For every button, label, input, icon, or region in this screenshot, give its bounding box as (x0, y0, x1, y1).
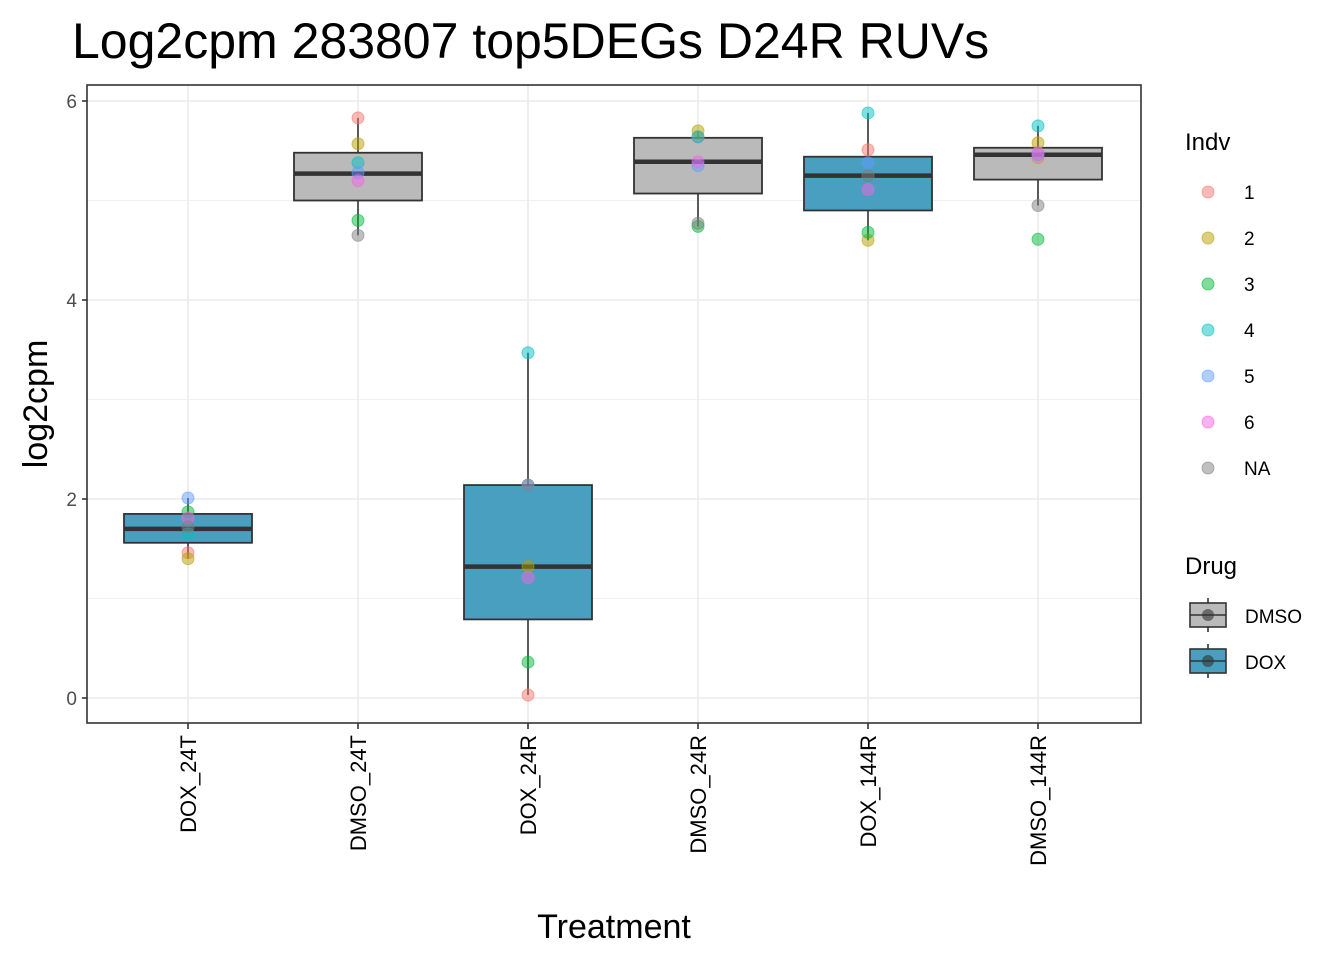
legend-key-drug-DOX (1189, 644, 1227, 678)
data-point-indv-NA (861, 169, 875, 183)
data-point-indv-6 (691, 155, 705, 169)
legend-label-indv: 4 (1244, 321, 1255, 342)
data-point-indv-1 (521, 688, 535, 702)
y-tick-label: 4 (66, 291, 77, 312)
x-tick-label: DOX_24T (176, 735, 201, 833)
legend-label-drug: DMSO (1245, 607, 1302, 628)
x-axis-title: Treatment (537, 908, 691, 946)
legend-key-indv-1 (1201, 185, 1215, 199)
legend-key-point (1202, 655, 1214, 667)
data-point-indv-2 (181, 552, 195, 566)
legend-title-drug: Drug (1185, 553, 1237, 580)
legend: Indv Drug 1 2 3 4 5 6 NA DMSO DOX (1185, 129, 1302, 678)
legend-key-indv-3 (1201, 277, 1215, 291)
data-point-indv-6 (861, 183, 875, 197)
data-point-indv-5 (861, 156, 875, 170)
plot-panel: 0 2 4 6 DOX_24T DMSO_24T DOX_24R DMSO_24R DOX_14… (66, 84, 1142, 866)
data-point-indv-NA (1031, 198, 1045, 212)
legend-label-indv: 3 (1244, 275, 1255, 296)
data-point-indv-4 (861, 106, 875, 120)
legend-key-drug-DMSO (1189, 598, 1227, 632)
legend-key-indv-4 (1201, 323, 1215, 337)
legend-label-indv: 6 (1244, 413, 1255, 434)
data-point-indv-2 (521, 560, 535, 574)
data-point-indv-6 (521, 571, 535, 585)
y-tick-label: 6 (66, 92, 77, 113)
legend-key-point (1202, 609, 1214, 621)
y-tick-label: 0 (66, 689, 77, 710)
panel-border (86, 84, 1142, 724)
data-point-indv-3 (1031, 232, 1045, 246)
data-point-indv-5 (181, 491, 195, 505)
legend-key-indv-6 (1201, 415, 1215, 429)
data-point-indv-6 (1031, 146, 1045, 160)
legend-label-indv: 5 (1244, 367, 1255, 388)
x-tick-label: DMSO_144R (1026, 735, 1051, 866)
x-tick-label: DMSO_24R (686, 735, 711, 854)
chart-title: Log2cpm 283807 top5DEGs D24R RUVs (72, 13, 989, 69)
data-point-indv-4 (691, 130, 705, 144)
legend-key-indv-5 (1201, 369, 1215, 383)
data-point-indv-2 (351, 137, 365, 151)
x-tick-label: DOX_144R (856, 735, 881, 848)
x-tick-label: DMSO_24T (346, 735, 371, 851)
box-DOX_24R (463, 484, 593, 621)
legend-label-indv: 1 (1244, 183, 1255, 204)
legend-key-indv-NA (1201, 461, 1215, 475)
data-point-indv-1 (351, 111, 365, 125)
data-point-indv-6 (351, 174, 365, 188)
legend-title-indv: Indv (1185, 129, 1230, 156)
data-point-indv-4 (521, 346, 535, 360)
data-point-indv-3 (351, 213, 365, 227)
x-tick-label: DOX_24R (516, 735, 541, 835)
data-point-indv-3 (861, 225, 875, 239)
data-point-indv-NA (521, 478, 535, 492)
data-point-indv-3 (521, 655, 535, 669)
data-point-indv-4 (1031, 119, 1045, 133)
data-point-indv-NA (181, 520, 195, 534)
legend-label-drug: DOX (1245, 653, 1287, 674)
legend-label-indv: NA (1244, 459, 1271, 480)
panel-background (87, 85, 1141, 723)
y-axis-title: log2cpm (17, 340, 55, 469)
legend-label-indv: 2 (1244, 229, 1255, 250)
data-point-indv-1 (861, 143, 875, 157)
data-point-indv-NA (691, 216, 705, 230)
legend-key-indv-2 (1201, 231, 1215, 245)
data-point-indv-NA (351, 228, 365, 242)
y-tick-label: 2 (66, 490, 77, 511)
